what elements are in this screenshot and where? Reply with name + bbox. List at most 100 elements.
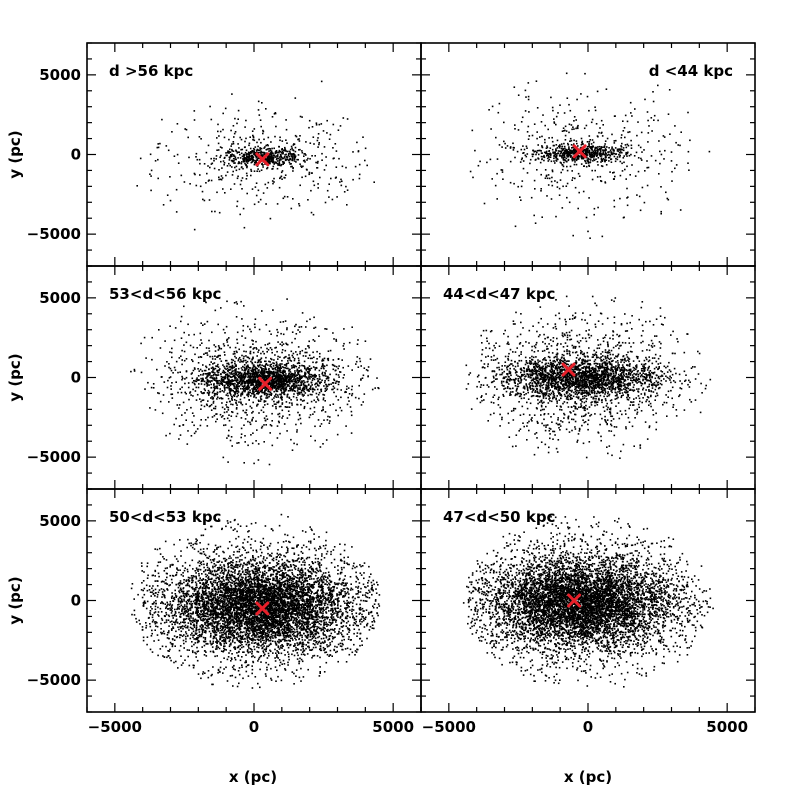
data-point	[248, 386, 251, 388]
data-point	[291, 354, 294, 357]
data-point	[272, 379, 275, 382]
data-point	[228, 374, 230, 377]
data-point	[261, 163, 263, 166]
data-point	[275, 384, 278, 386]
data-point	[650, 117, 653, 119]
data-point	[663, 136, 666, 138]
data-point	[585, 155, 588, 157]
data-point	[350, 432, 353, 434]
data-point	[270, 150, 273, 153]
data-point	[193, 415, 195, 417]
data-point	[269, 391, 272, 393]
data-point	[244, 370, 247, 372]
data-point	[598, 131, 600, 134]
data-point	[290, 372, 293, 375]
data-point	[607, 452, 609, 455]
data-point	[278, 161, 281, 164]
data-point	[248, 393, 250, 396]
data-point	[264, 419, 267, 422]
data-point	[242, 361, 244, 363]
data-point	[255, 389, 258, 392]
data-point	[169, 432, 171, 435]
data-point	[492, 396, 494, 398]
data-point	[208, 394, 210, 396]
data-point	[602, 151, 604, 153]
data-point	[327, 359, 330, 362]
data-point	[298, 367, 300, 369]
data-point	[283, 423, 286, 425]
data-point	[650, 394, 652, 397]
data-point	[308, 340, 310, 343]
data-point	[276, 371, 279, 373]
data-point	[305, 376, 307, 379]
data-point	[265, 395, 268, 397]
data-point	[527, 138, 530, 140]
data-point	[591, 145, 594, 148]
data-point	[270, 160, 273, 163]
data-point	[194, 390, 197, 392]
data-point	[594, 152, 596, 154]
data-point	[257, 386, 260, 388]
data-point	[214, 377, 216, 380]
data-point	[258, 381, 261, 383]
data-point	[240, 179, 243, 182]
data-point	[288, 372, 290, 375]
data-point	[525, 155, 528, 158]
data-point	[213, 383, 215, 385]
data-point	[296, 429, 298, 431]
data-point	[261, 368, 263, 371]
data-point	[556, 186, 559, 188]
data-point	[610, 161, 613, 163]
y-tick-label: 5000	[39, 289, 81, 307]
data-point	[279, 177, 281, 180]
data-point	[275, 377, 277, 380]
data-point	[543, 333, 545, 336]
data-point	[251, 130, 254, 132]
data-point	[298, 388, 301, 390]
data-point	[298, 204, 301, 207]
data-point	[283, 393, 286, 396]
data-point	[249, 328, 251, 331]
data-point	[630, 144, 633, 147]
data-point	[234, 387, 237, 390]
data-point	[352, 151, 354, 153]
data-point	[218, 384, 221, 386]
data-point	[293, 380, 296, 383]
data-point	[626, 143, 629, 146]
data-point	[590, 146, 592, 148]
data-point	[281, 380, 283, 383]
data-point	[251, 154, 254, 157]
data-point	[568, 201, 571, 204]
data-point	[212, 374, 214, 377]
data-point	[271, 152, 273, 154]
data-point	[601, 235, 604, 238]
data-point	[577, 207, 579, 210]
data-point	[561, 168, 564, 171]
data-point	[222, 328, 225, 331]
data-point	[504, 365, 506, 367]
data-point	[605, 159, 608, 161]
data-point	[600, 165, 603, 167]
data-point	[289, 382, 291, 385]
data-point	[192, 395, 194, 397]
data-point	[329, 133, 332, 136]
data-point	[264, 376, 266, 379]
data-point	[224, 332, 226, 334]
data-point	[540, 317, 542, 320]
data-point	[310, 189, 312, 192]
data-point	[321, 409, 323, 412]
data-point	[258, 400, 260, 402]
data-point	[541, 216, 543, 218]
data-point	[182, 424, 185, 426]
data-point	[364, 340, 367, 342]
data-point	[568, 152, 571, 154]
data-point	[267, 390, 269, 393]
data-point	[217, 123, 219, 126]
data-point	[497, 111, 500, 114]
data-point	[553, 121, 555, 123]
data-point	[244, 418, 247, 420]
data-point	[206, 373, 208, 375]
data-point	[615, 378, 617, 381]
data-point	[219, 390, 222, 393]
